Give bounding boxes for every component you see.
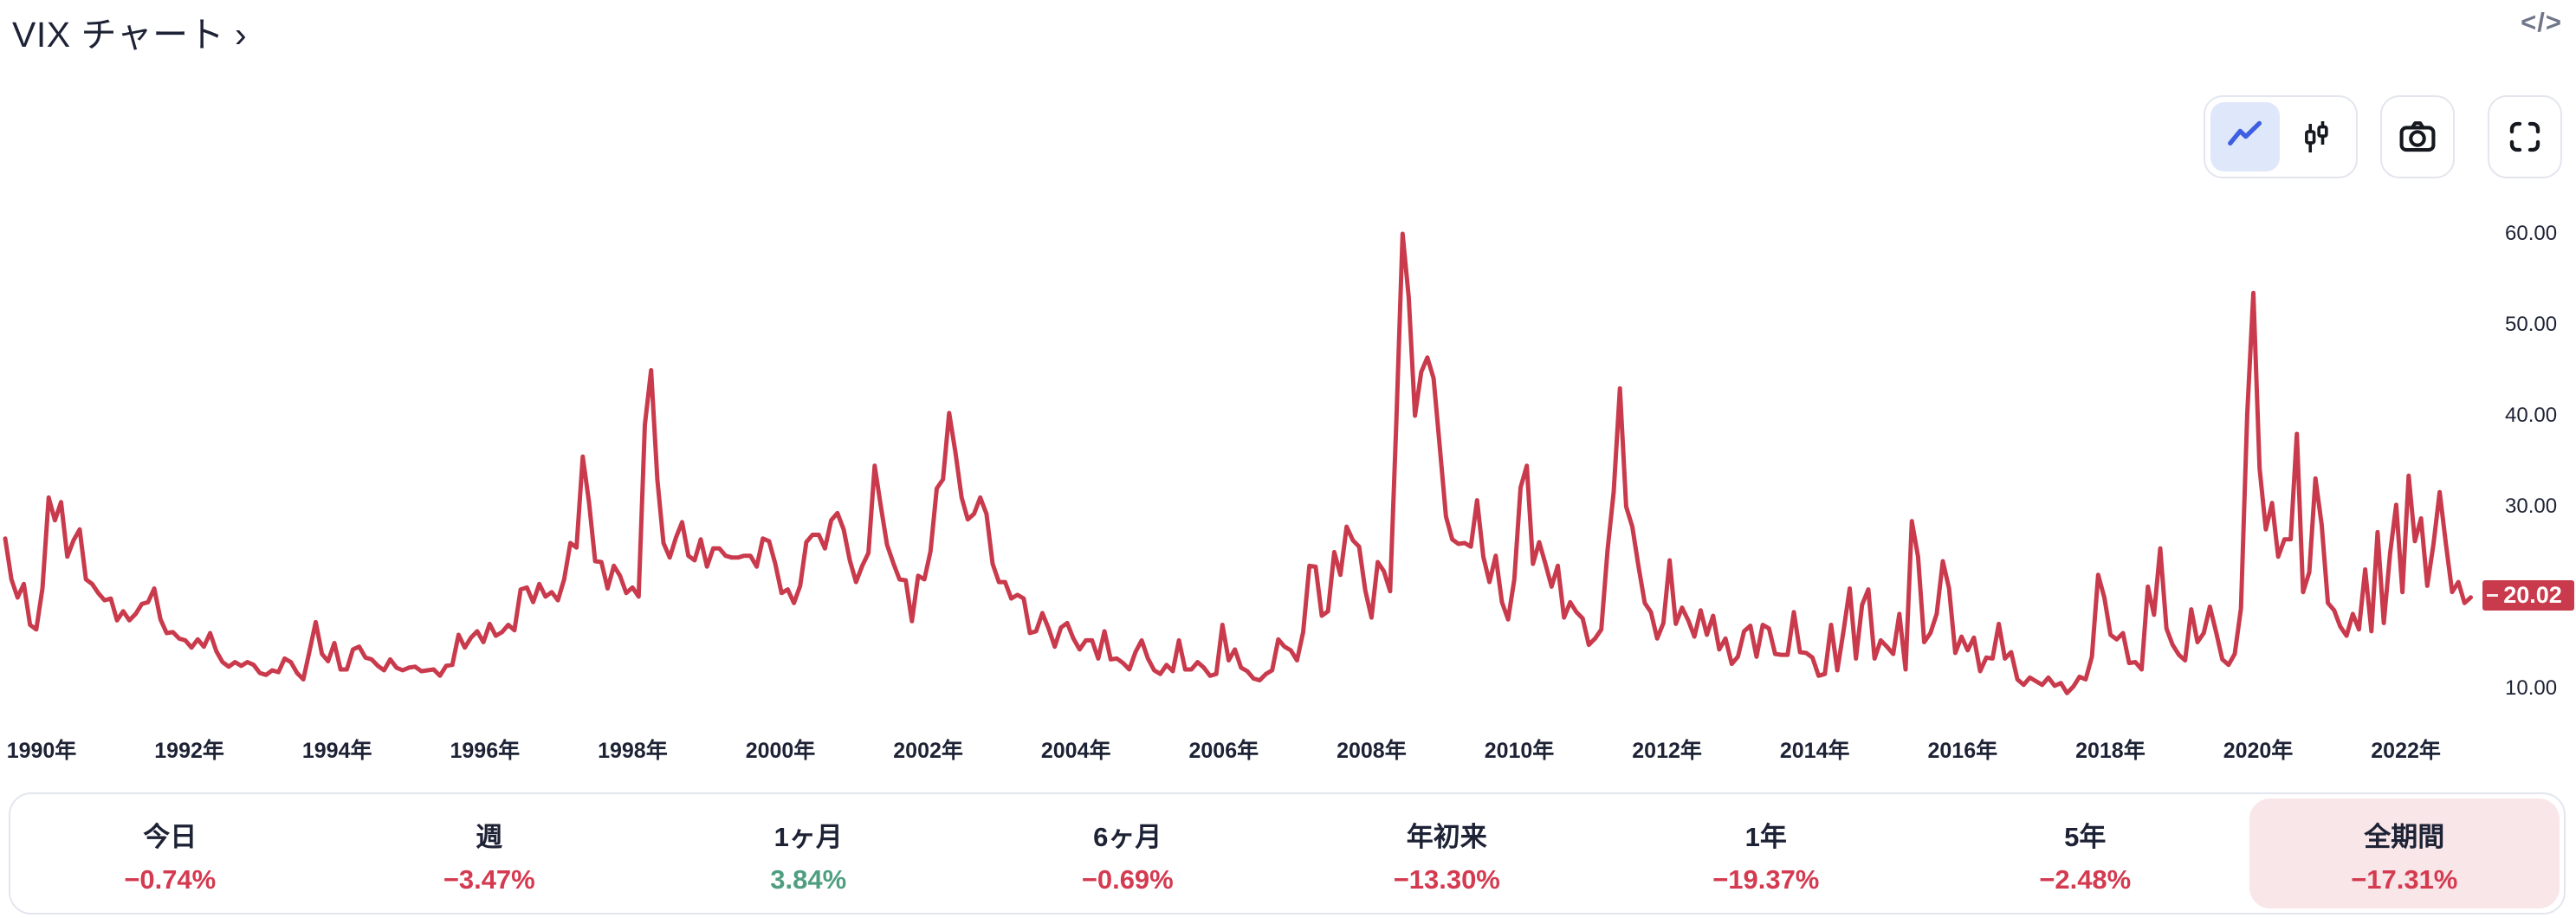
x-axis-label: 1992年 — [154, 739, 224, 763]
stat-value: 3.84% — [770, 864, 847, 895]
y-axis-label: 10.00 — [2505, 676, 2558, 700]
last-price-badge: 20.02 — [2482, 580, 2574, 611]
line-chart-icon — [2225, 117, 2265, 157]
y-axis-label: 50.00 — [2505, 313, 2558, 336]
period-stat-ytd[interactable]: 年初来 −13.30% — [1291, 798, 1602, 908]
x-axis-label: 2000年 — [745, 739, 816, 763]
chart-type-toggle — [2204, 95, 2358, 178]
x-axis-label: 2018年 — [2075, 739, 2146, 763]
stat-label: 週 — [476, 822, 503, 852]
period-stat-week[interactable]: 週 −3.47% — [334, 798, 645, 908]
candlestick-chart-type-button[interactable] — [2282, 102, 2351, 171]
chart-toolbar — [2204, 95, 2562, 178]
y-axis-label: 60.00 — [2505, 222, 2558, 245]
period-stat-5year[interactable]: 5年 −2.48% — [1930, 798, 2241, 908]
period-stat-1month[interactable]: 1ヶ月 3.84% — [653, 798, 964, 908]
stat-value: −13.30% — [1393, 864, 1500, 895]
stat-label: 6ヶ月 — [1093, 822, 1162, 852]
x-axis-label: 1996年 — [450, 739, 521, 763]
x-axis-label: 2002年 — [893, 739, 963, 763]
period-stat-today[interactable]: 今日 −0.74% — [15, 798, 326, 908]
x-axis-label: 1998年 — [598, 739, 668, 763]
x-axis-label: 2010年 — [1484, 739, 1555, 763]
embed-code-icon[interactable]: </> — [2521, 7, 2562, 37]
period-stat-6month[interactable]: 6ヶ月 −0.69% — [973, 798, 1284, 908]
x-axis-label: 2008年 — [1337, 739, 1407, 763]
period-stats-bar: 今日 −0.74% 週 −3.47% 1ヶ月 3.84% 6ヶ月 −0.69% … — [9, 792, 2566, 915]
x-axis-label: 2022年 — [2371, 739, 2441, 763]
x-axis-label: 1990年 — [6, 739, 77, 763]
line-chart-type-button[interactable] — [2210, 102, 2280, 171]
x-axis-label: 1994年 — [301, 739, 372, 763]
stat-value: −17.31% — [2351, 864, 2458, 895]
page-title[interactable]: VIX チャート › — [12, 15, 248, 55]
stat-label: 今日 — [143, 822, 197, 852]
y-axis-label: 40.00 — [2505, 404, 2558, 427]
stat-value: −19.37% — [1712, 864, 1820, 895]
stat-label: 5年 — [2064, 822, 2107, 852]
fullscreen-button[interactable] — [2488, 95, 2562, 178]
stat-value: −2.48% — [2039, 864, 2132, 895]
x-axis-label: 2012年 — [1632, 739, 1702, 763]
stat-value: −0.74% — [124, 864, 217, 895]
stat-value: −3.47% — [443, 864, 535, 895]
stat-label: 年初来 — [1406, 822, 1487, 852]
stat-label: 全期間 — [2364, 822, 2445, 852]
x-axis-label: 2020年 — [2223, 739, 2294, 763]
fullscreen-icon — [2507, 119, 2543, 155]
camera-icon — [2398, 117, 2437, 157]
stat-label: 1ヶ月 — [773, 822, 843, 852]
stat-value: −0.69% — [1081, 864, 1174, 895]
period-stat-all-time[interactable]: 全期間 −17.31% — [2249, 798, 2560, 908]
stat-label: 1年 — [1744, 822, 1787, 852]
candlestick-icon — [2298, 119, 2334, 155]
y-axis-label: 30.00 — [2505, 495, 2558, 518]
x-axis-label: 2014年 — [1779, 739, 1850, 763]
screenshot-button[interactable] — [2380, 95, 2455, 178]
x-axis-label: 2006年 — [1188, 739, 1259, 763]
vix-line — [3, 231, 2473, 695]
period-stat-1year[interactable]: 1年 −19.37% — [1611, 798, 1922, 908]
x-axis-label: 2016年 — [1927, 739, 1998, 763]
x-axis-label: 2004年 — [1040, 739, 1111, 763]
